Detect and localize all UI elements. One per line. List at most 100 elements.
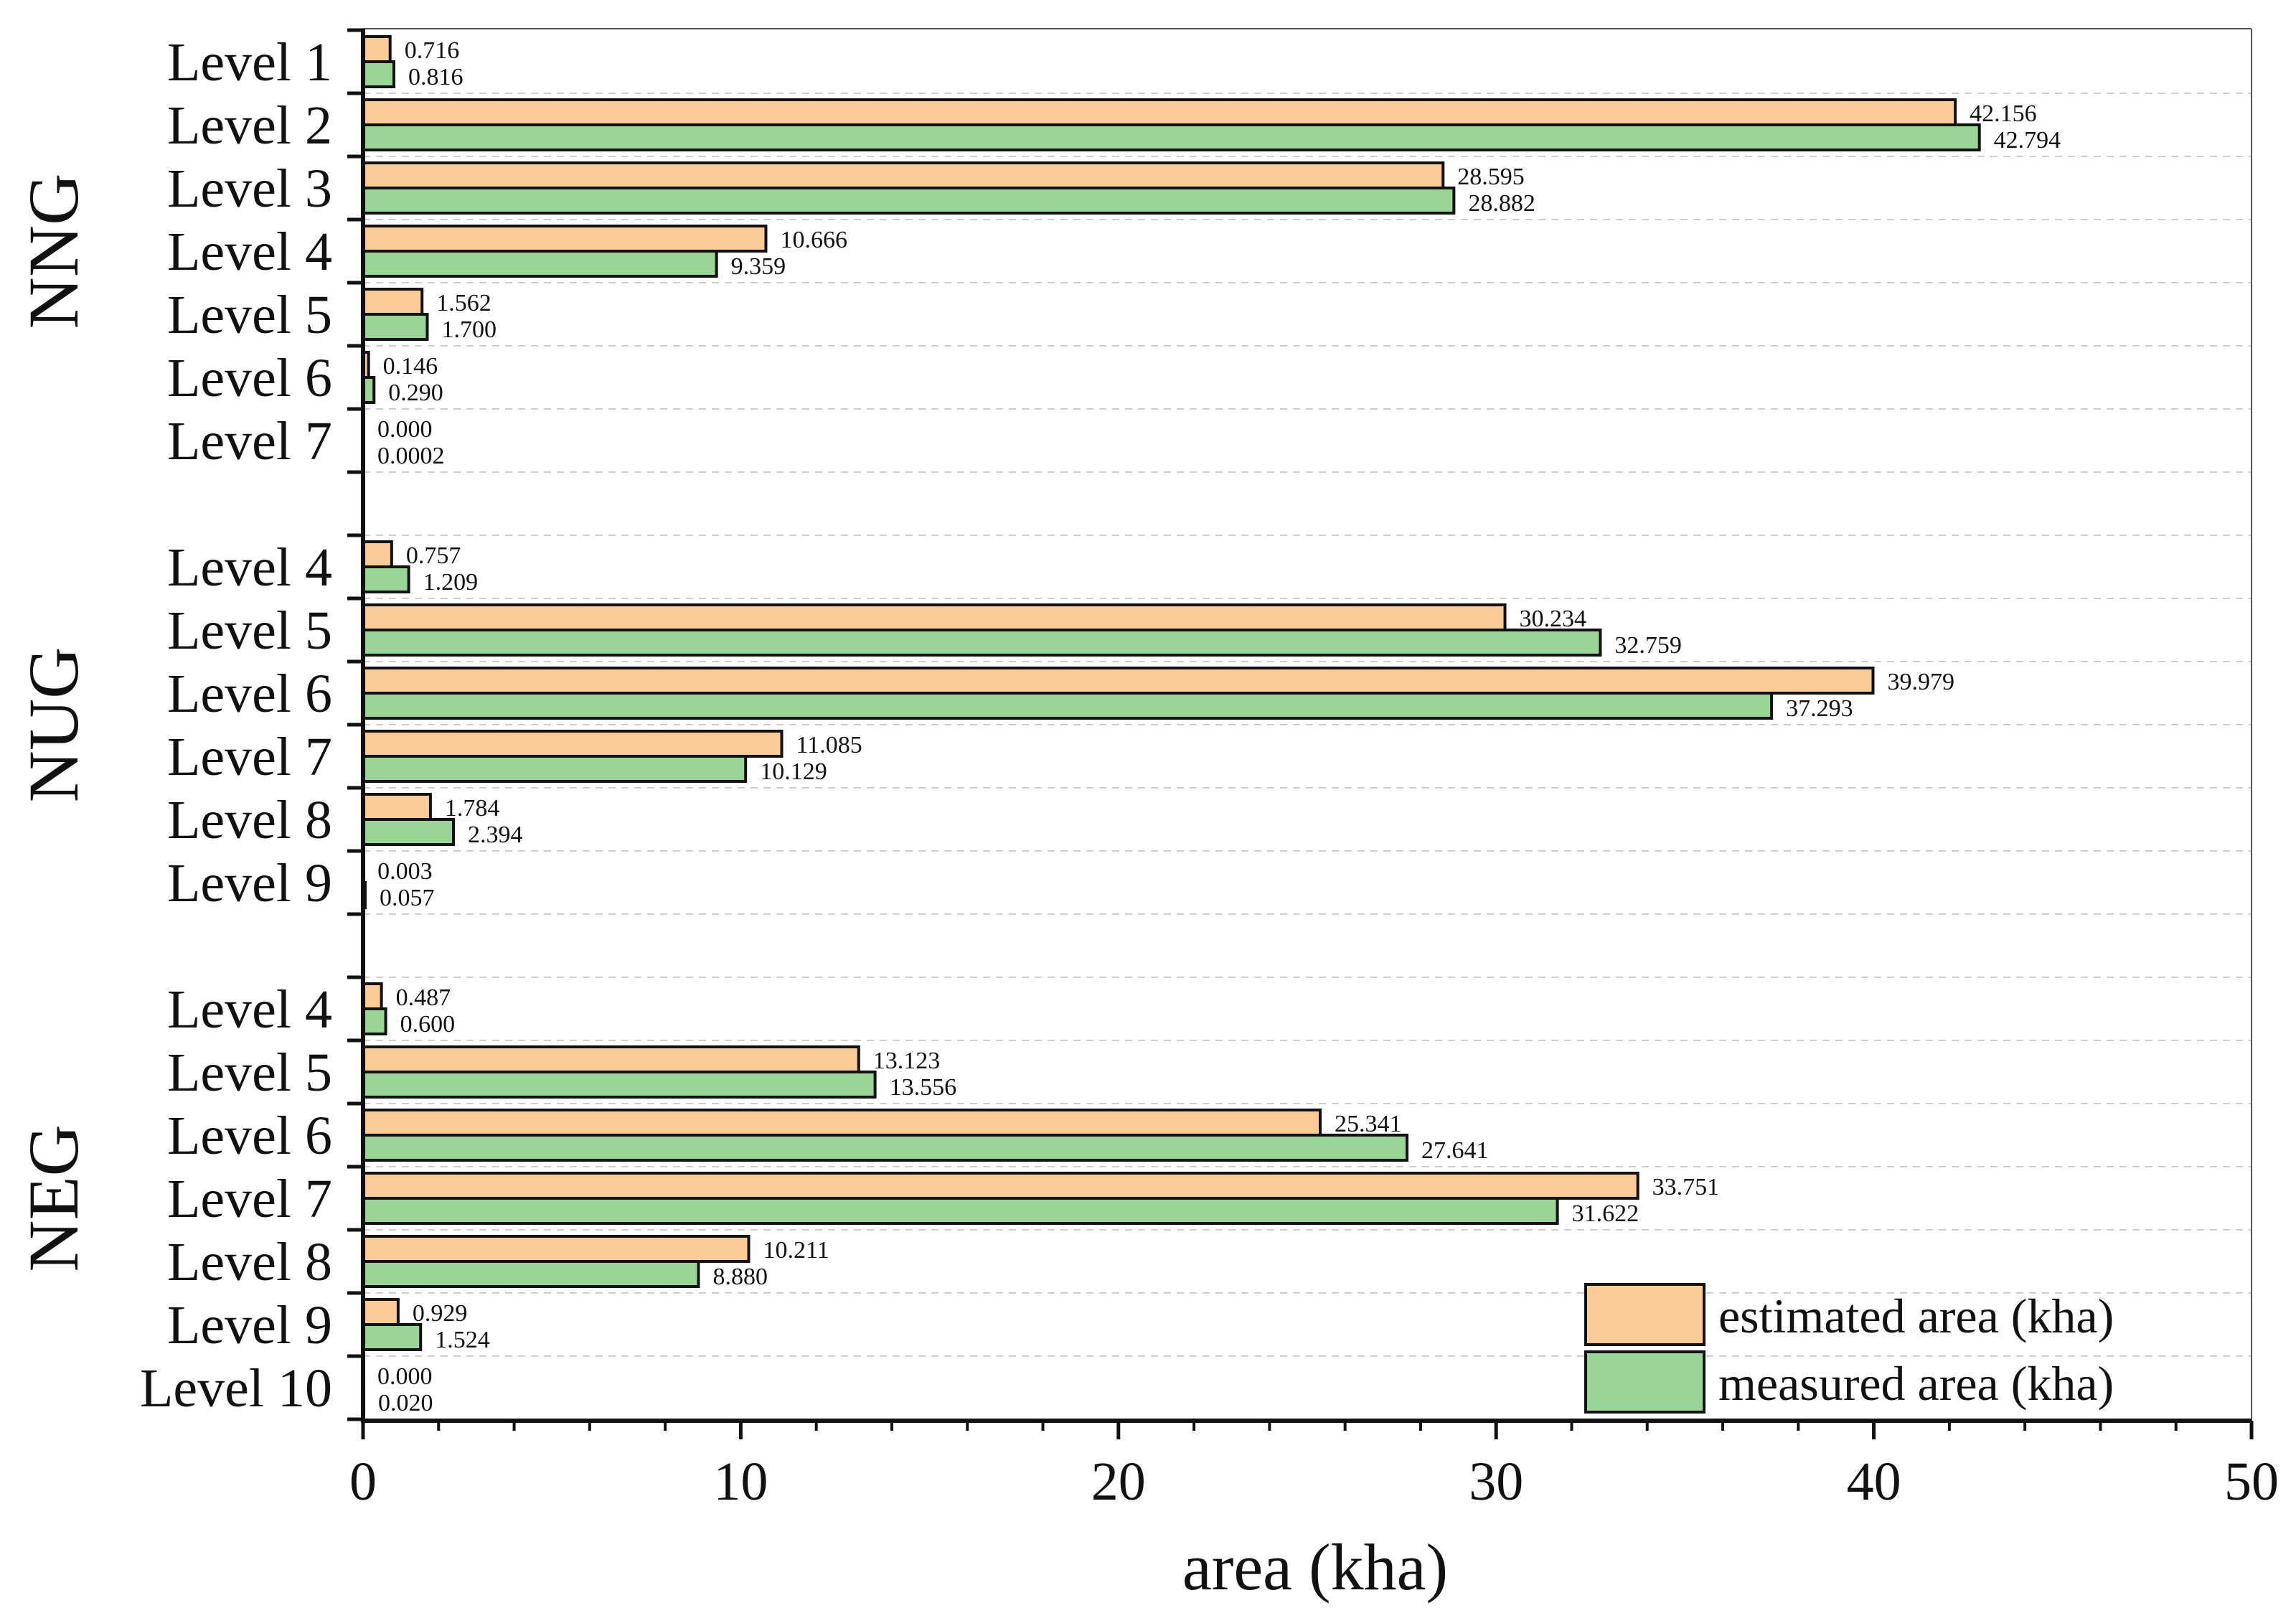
value-label-estimated: 11.085 [796,732,862,758]
grid-lines [363,93,2252,1357]
value-label-estimated: 1.562 [436,290,491,316]
x-tick-label: 20 [1091,1452,1146,1512]
group-label: NEG [14,1124,93,1272]
bar-measured [362,629,1602,657]
x-tick-label: 10 [713,1452,768,1512]
x-tick-label: 50 [2224,1452,2279,1512]
group-labels: NNG NUG NEG [14,174,93,1272]
category-label: Level 9 [167,853,332,913]
value-label-measured: 0.600 [400,1011,456,1038]
legend-label-measured: measured area (kha) [1718,1356,2114,1411]
value-label-measured: 0.0002 [377,443,445,469]
category-label: Level 6 [167,1106,332,1166]
bar-estimated [362,603,1507,631]
value-label-estimated: 33.751 [1652,1174,1720,1200]
value-label-measured: 37.293 [1786,695,1853,722]
legend-swatch-measured [1584,1350,1705,1414]
value-label-measured: 42.794 [1994,127,2061,154]
category-label: Level 9 [167,1295,332,1355]
bar-estimated [362,1109,1322,1137]
bar-estimated [362,667,1875,695]
bar-measured [362,187,1456,215]
value-label-estimated: 39.979 [1887,669,1954,695]
category-label: Level 10 [140,1358,332,1419]
value-label-measured: 1.524 [435,1327,490,1353]
value-label-estimated: 10.211 [763,1237,829,1264]
value-label-measured: 1.209 [423,569,479,596]
x-axis-title: area (kha) [1182,1530,1448,1604]
bar-estimated [362,1235,751,1263]
value-label-estimated: 0.146 [383,353,438,380]
category-label: Level 4 [167,979,332,1040]
value-label-measured: 2.394 [468,822,523,848]
x-tick-label: 40 [1847,1452,1901,1512]
bar-measured [362,692,1774,720]
category-label: Level 4 [167,222,332,282]
bar-measured [362,313,429,341]
legend-label-estimated: estimated area (kha) [1718,1289,2114,1343]
bar-measured [362,755,748,783]
bar-estimated [362,1298,400,1326]
group-label: NNG [14,174,93,329]
category-label: Level 5 [167,601,332,661]
bar-estimated [362,730,784,758]
value-label-estimated: 0.757 [406,542,461,569]
value-label-measured: 0.816 [408,64,464,90]
value-label-estimated: 0.003 [377,858,433,885]
category-label: Level 5 [167,285,332,345]
value-label-measured: 8.880 [712,1264,767,1290]
bar-estimated [362,540,393,568]
category-label: Level 6 [167,664,332,724]
category-label: Level 7 [167,1169,332,1229]
category-label: Level 3 [167,159,332,219]
bar-estimated [362,98,1957,126]
bar-estimated [362,35,392,63]
value-label-measured: 0.020 [378,1390,433,1416]
group-label: NUG [14,647,93,803]
bar-measured [362,818,456,846]
category-label: Level 7 [167,727,332,787]
value-label-measured: 1.700 [441,316,497,343]
bar-measured [362,1134,1409,1162]
x-tick-label: 30 [1469,1452,1523,1512]
value-label-measured: 31.622 [1572,1200,1639,1227]
value-label-measured: 32.759 [1614,632,1682,659]
bar-measured [362,1197,1559,1225]
category-label: Level 8 [167,790,332,850]
value-label-measured: 0.290 [388,380,443,406]
bar-measured [362,1323,423,1351]
bar-estimated [362,982,383,1010]
value-label-estimated: 0.487 [396,984,451,1011]
bar-measured [362,1071,877,1099]
value-label-estimated: 28.595 [1457,164,1524,190]
category-label: Level 8 [167,1232,332,1292]
bar-measured [362,60,395,88]
category-label: Level 4 [167,537,332,598]
x-tick-label: 0 [349,1452,377,1512]
legend-swatch-estimated [1584,1283,1705,1346]
category-label: Level 5 [167,1043,332,1103]
value-label-estimated: 42.156 [1970,100,2037,127]
bar-measured [362,1260,700,1288]
bar-estimated [362,1172,1639,1200]
value-label-estimated: 13.123 [873,1048,941,1074]
bar-measured [362,1007,387,1035]
bar-measured [362,250,718,278]
bar-measured [362,123,1981,151]
value-label-estimated: 0.716 [405,37,460,64]
value-label-measured: 10.129 [760,758,827,785]
bar-estimated [362,161,1445,189]
value-label-estimated: 0.000 [377,1363,433,1390]
value-label-estimated: 1.784 [445,795,500,822]
value-label-measured: 13.556 [890,1074,957,1101]
bar-estimated [362,288,424,316]
bars [362,35,1981,1414]
value-label-estimated: 0.929 [413,1300,468,1327]
value-label-measured: 27.641 [1421,1137,1489,1164]
value-label-estimated: 25.341 [1335,1111,1402,1137]
value-label-measured: 28.882 [1468,190,1535,217]
bar-estimated [362,793,432,821]
value-label-measured: 9.359 [731,253,786,280]
